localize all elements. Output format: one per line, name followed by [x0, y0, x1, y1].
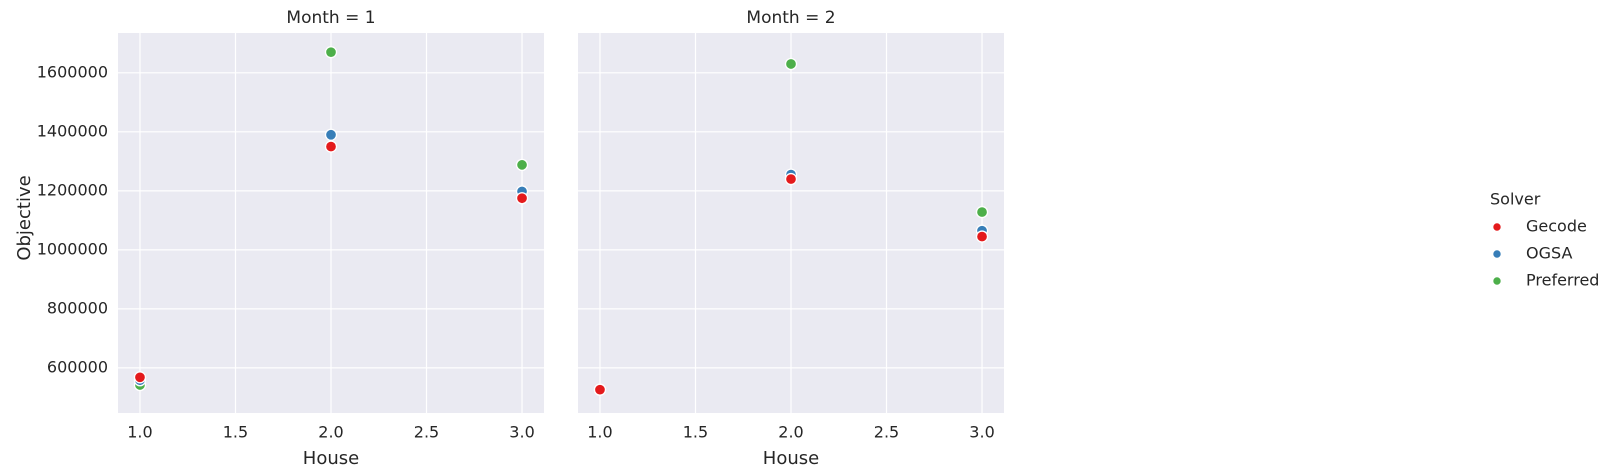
legend-marker	[1492, 276, 1502, 286]
data-point	[784, 172, 798, 186]
legend-marker	[1492, 249, 1502, 259]
x-tick-label: 2.5	[874, 423, 899, 442]
series-gecode	[133, 140, 529, 384]
facet-panels: 1.0 1.5 2.0 2.5 3.0 600000 800000 1000000 120000…	[37, 8, 1004, 469]
data-point	[515, 158, 529, 172]
data-point	[133, 371, 147, 384]
x-tick-label: 1.0	[127, 423, 152, 442]
facet-title: Month = 2	[746, 8, 835, 28]
y-tick-label: 1000000	[37, 239, 108, 258]
data-point	[975, 230, 989, 243]
x-tick-label: 1.5	[683, 423, 708, 442]
y-tick-label: 1600000	[37, 62, 108, 81]
legend: Solver Gecode OGSA Preferred	[1490, 190, 1599, 290]
legend-label: Preferred	[1526, 271, 1599, 290]
data-point	[324, 140, 338, 153]
data-point	[324, 128, 338, 141]
x-tick-label: 3.0	[509, 423, 534, 442]
x-tick-label: 3.0	[969, 423, 994, 442]
legend-label: OGSA	[1526, 244, 1572, 263]
legend-entry: Preferred	[1492, 271, 1599, 290]
y-axis-label: Objective	[14, 175, 35, 260]
data-point	[593, 383, 607, 396]
x-axis-label: House	[763, 448, 819, 469]
y-tick-label: 1200000	[37, 180, 108, 199]
series-gecode	[593, 172, 989, 396]
legend-title: Solver	[1490, 190, 1541, 209]
data-point	[324, 46, 338, 59]
x-tick-label: 1.0	[587, 423, 612, 442]
y-tick-label: 800000	[47, 298, 108, 317]
data-point	[515, 192, 529, 205]
facet-panel: 1.0 1.5 2.0 2.5 3.0 Month = 2 House	[578, 8, 1004, 469]
data-point	[975, 205, 989, 219]
legend-label: Gecode	[1526, 217, 1587, 236]
legend-entry: Gecode	[1492, 217, 1587, 236]
y-tick-label: 1400000	[37, 121, 108, 140]
legend-entries: Gecode OGSA Preferred	[1492, 217, 1599, 290]
y-tick-label: 600000	[47, 357, 108, 376]
x-tick-label: 2.5	[414, 423, 439, 442]
x-axis-label: House	[303, 448, 359, 469]
legend-marker	[1492, 222, 1502, 232]
data-point	[784, 57, 798, 71]
x-tick-label: 2.0	[318, 423, 343, 442]
x-tick-label: 2.0	[778, 423, 803, 442]
x-tick-label: 1.5	[223, 423, 248, 442]
legend-entry: OGSA	[1492, 244, 1572, 263]
facet-panel: 1.0 1.5 2.0 2.5 3.0 600000 800000 1000000 120000…	[37, 8, 544, 469]
facet-title: Month = 1	[286, 8, 375, 28]
